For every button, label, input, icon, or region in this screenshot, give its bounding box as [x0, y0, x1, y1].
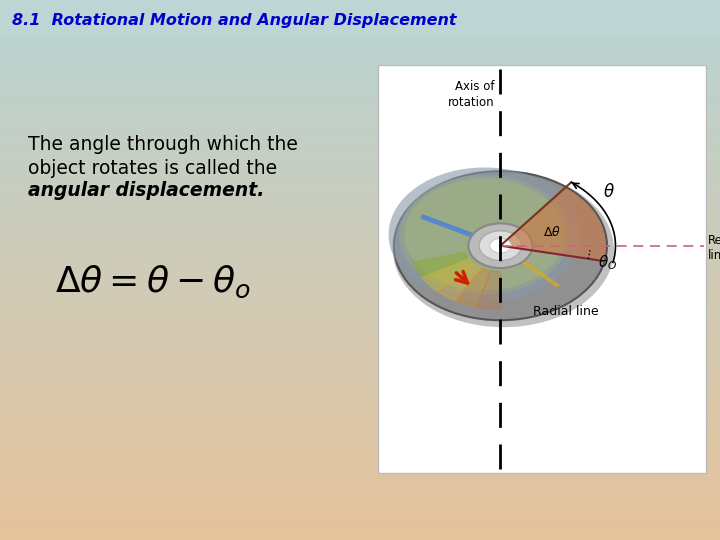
- Text: The angle through which the: The angle through which the: [28, 136, 298, 154]
- Polygon shape: [477, 271, 500, 309]
- Bar: [378, 65, 706, 472]
- Ellipse shape: [479, 231, 522, 261]
- Polygon shape: [436, 264, 482, 301]
- Text: rotation: rotation: [448, 96, 495, 109]
- Ellipse shape: [405, 179, 564, 291]
- Text: object rotates is called the: object rotates is called the: [28, 159, 277, 178]
- Ellipse shape: [490, 238, 511, 253]
- Polygon shape: [500, 188, 605, 261]
- Text: $\Delta\theta$: $\Delta\theta$: [544, 225, 562, 239]
- Text: Reference
line: Reference line: [708, 234, 720, 262]
- Polygon shape: [455, 268, 491, 307]
- Text: angular displacement.: angular displacement.: [28, 181, 264, 200]
- Bar: [0, 0, 720, 38]
- Polygon shape: [413, 253, 468, 278]
- Ellipse shape: [394, 171, 607, 320]
- Ellipse shape: [399, 175, 570, 294]
- Ellipse shape: [393, 172, 614, 327]
- Ellipse shape: [389, 167, 580, 302]
- Text: 8.1  Rotational Motion and Angular Displacement: 8.1 Rotational Motion and Angular Displa…: [12, 12, 456, 28]
- Text: $\theta$: $\theta$: [603, 183, 615, 201]
- Text: Radial line: Radial line: [534, 305, 599, 318]
- Polygon shape: [422, 259, 474, 291]
- Text: $\Delta\theta = \theta - \theta_o$: $\Delta\theta = \theta - \theta_o$: [55, 264, 251, 300]
- Text: Axis of: Axis of: [455, 80, 495, 93]
- Ellipse shape: [469, 224, 532, 268]
- Text: $\theta_O$: $\theta_O$: [598, 253, 618, 272]
